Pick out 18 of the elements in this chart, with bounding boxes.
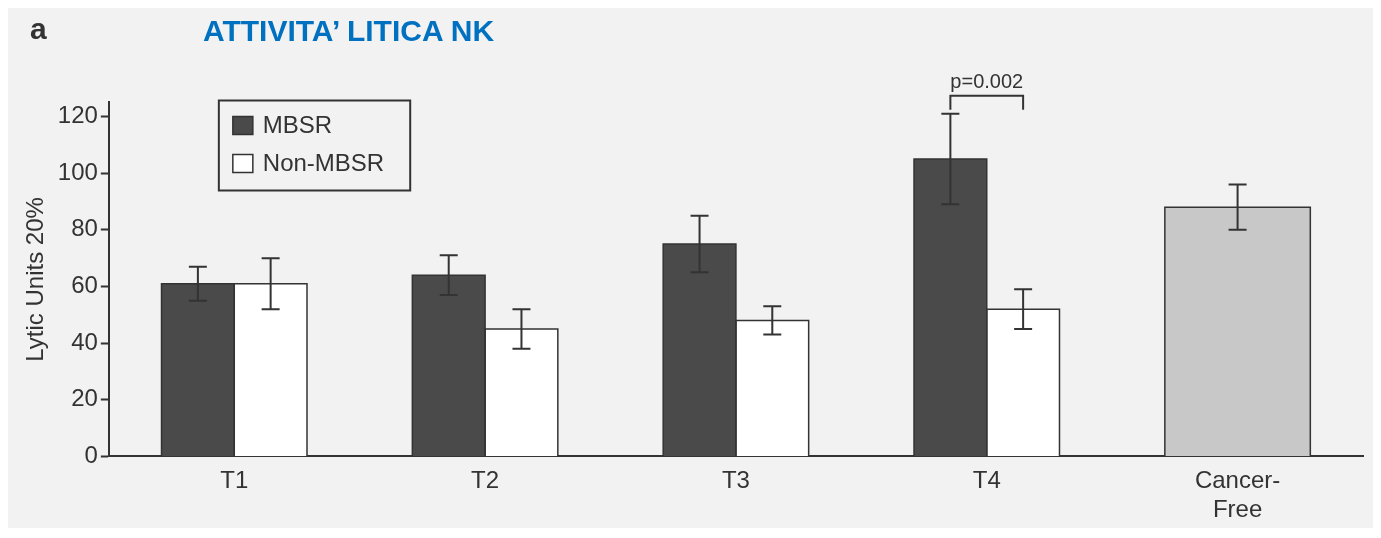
text: p=0.002 <box>950 70 1024 93</box>
y-tick-label: 0 <box>84 441 98 469</box>
y-tick-label: 40 <box>71 327 98 355</box>
x-tick-label: T3 <box>721 466 750 494</box>
x-tick-label: T1 <box>220 466 249 494</box>
y-tick-label: 100 <box>57 157 98 185</box>
y-tick-label: 80 <box>71 214 98 242</box>
x-tick-label: T4 <box>972 466 1001 494</box>
y-tick-label: 120 <box>57 101 98 129</box>
x-tick-label: T2 <box>471 466 500 494</box>
y-axis-title: Lytic Units 20% <box>21 197 49 362</box>
legend-label: Non-MBSR <box>262 149 385 177</box>
y-tick-label: 20 <box>71 384 98 412</box>
legend-label: MBSR <box>262 111 333 139</box>
y-tick-label: 60 <box>71 271 98 299</box>
chart-title: ATTIVITA’ LITICA NK <box>203 14 495 48</box>
x-tick-label: Cancer-Free <box>1194 466 1281 523</box>
text: a <box>30 12 47 46</box>
